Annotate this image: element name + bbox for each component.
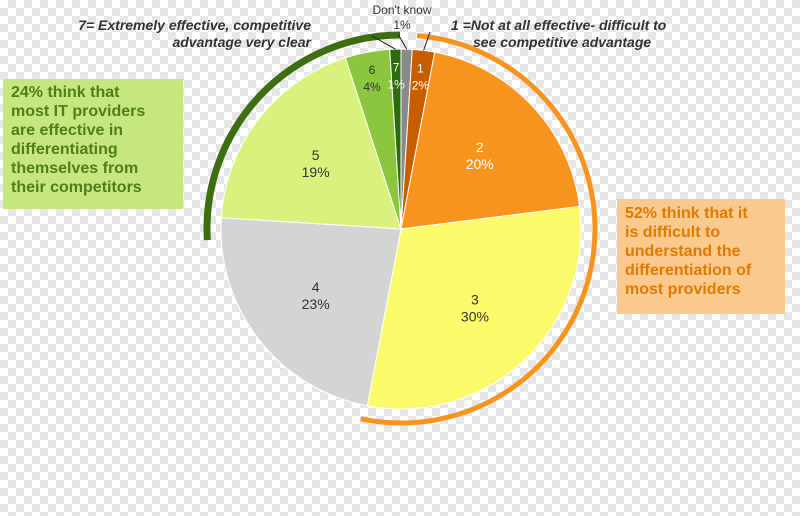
- slice-value-label: 23%: [302, 296, 330, 312]
- annotation-line: 7= Extremely effective, competitive: [78, 17, 311, 33]
- slice-value-label: 30%: [461, 309, 489, 325]
- annotation-line: 1 =Not at all effective- difficult to: [451, 17, 667, 33]
- dont-know-value: 1%: [393, 18, 411, 32]
- slice-category-label: 7: [393, 60, 400, 74]
- slice-category-label: 3: [471, 292, 479, 308]
- slice-category-label: 6: [369, 63, 376, 77]
- pie-slice-2: [400, 51, 581, 230]
- slice-value-label: 19%: [302, 164, 330, 180]
- callout-line: their competitors: [11, 179, 142, 196]
- callout-line: understand the: [625, 243, 741, 260]
- leader-line: [423, 31, 431, 51]
- callout-line: differentiation of: [625, 262, 752, 279]
- effective-bracket-arc: [203, 31, 401, 241]
- difficult-callout: 52% think that it is difficult to unders…: [617, 199, 785, 314]
- annotation-line: see competitive advantage: [473, 34, 652, 50]
- dont-know-label: Don't know 1%: [362, 3, 442, 33]
- effective-callout: 24% think that most IT providers are eff…: [3, 79, 183, 209]
- slice-category-label: 5: [312, 147, 320, 163]
- callout-line: differentiating: [11, 141, 118, 158]
- callout-line: themselves from: [11, 160, 139, 177]
- dont-know-category: Don't know: [372, 3, 432, 17]
- slice-category-label: 1: [417, 61, 424, 75]
- pie-slice-7: [389, 48, 402, 230]
- callout-line: 52% think that it: [625, 205, 748, 222]
- annotation-not-effective: 1 =Not at all effective- difficult to se…: [451, 17, 666, 51]
- leader-line: [397, 33, 408, 50]
- annotation-line: advantage very clear: [172, 34, 311, 50]
- slice-category-label: 4: [312, 279, 320, 295]
- callout-line: is difficult to: [625, 224, 721, 241]
- slice-value-label: 20%: [466, 156, 494, 172]
- annotation-extremely-effective: 7= Extremely effective, competitive adva…: [67, 17, 311, 51]
- callout-line: most IT providers: [11, 103, 146, 120]
- slice-value-label: 2%: [412, 78, 430, 92]
- callout-line: 24% think that: [11, 84, 120, 101]
- callout-line: are effective in: [11, 122, 124, 139]
- slice-value-label: 1%: [387, 77, 405, 91]
- pie-slice-5: [220, 57, 402, 230]
- leader-line: [371, 35, 396, 50]
- difficult-bracket-arc: [360, 33, 598, 426]
- pie-slice-4: [220, 217, 402, 407]
- pie-slice-3: [366, 205, 582, 410]
- callout-line: most providers: [625, 281, 741, 298]
- slice-category-label: 2: [476, 139, 484, 155]
- slice-value-label: 4%: [363, 80, 381, 94]
